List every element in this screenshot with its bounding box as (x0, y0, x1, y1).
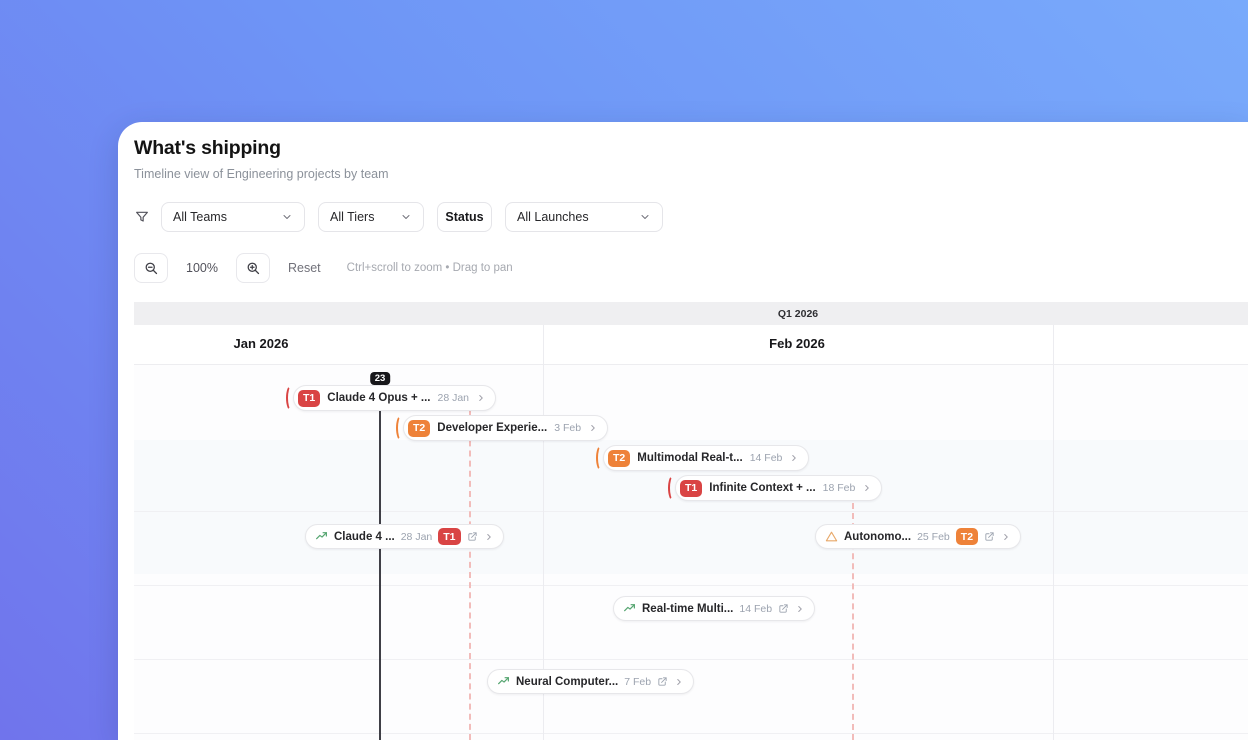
range-start-bracket (396, 415, 406, 441)
row-divider (134, 733, 1248, 734)
trend-up-icon (623, 602, 636, 615)
project-title: Developer Experie... (437, 422, 548, 434)
launch-milestone[interactable]: Autonomo... 25 Feb T2 (815, 524, 1022, 549)
month-gridline-mar (1053, 325, 1054, 740)
whats-shipping-panel: What's shipping Timeline view of Enginee… (118, 122, 1248, 740)
zoom-out-button[interactable] (134, 253, 168, 283)
status-filter-label: Status (445, 210, 484, 224)
launch-milestone[interactable]: Claude 4 ... 28 Jan T1 (305, 524, 504, 549)
warning-icon (825, 530, 838, 543)
chevron-right-icon (1001, 532, 1011, 542)
project-date: 14 Feb (749, 452, 783, 464)
external-link-icon (657, 676, 668, 687)
tier-badge: T1 (438, 528, 461, 545)
chevron-right-icon (588, 423, 598, 433)
project-date: 28 Jan (437, 392, 470, 404)
page-title: What's shipping (134, 137, 281, 159)
external-link-icon (984, 531, 995, 542)
month-gridline-feb (543, 325, 544, 740)
project-bar[interactable]: T2 Multimodal Real-t... 14 Feb (603, 445, 810, 471)
row-divider (134, 511, 1248, 512)
tiers-filter-value: All Tiers (330, 210, 375, 224)
page-subtitle: Timeline view of Engineering projects by… (134, 167, 389, 181)
teams-filter-value: All Teams (173, 210, 227, 224)
chevron-right-icon (862, 483, 872, 493)
trend-up-icon (497, 675, 510, 688)
milestone-date: 25 Feb (917, 530, 950, 543)
tier-badge: T1 (298, 389, 321, 407)
zoom-level-value: 100% (186, 261, 218, 275)
funnel-icon (134, 209, 150, 225)
deadline-guide-line (852, 503, 854, 740)
chevron-right-icon (789, 453, 799, 463)
quarter-header-band: Q1 2026 (134, 302, 1248, 325)
milestone-title: Neural Computer... (516, 675, 619, 688)
today-marker-badge: 23 (370, 372, 390, 386)
chevron-right-icon (795, 604, 805, 614)
project-bar[interactable]: T2 Developer Experie... 3 Feb (403, 415, 609, 441)
month-label-jan: Jan 2026 (233, 336, 289, 351)
zoom-in-icon (246, 261, 261, 276)
milestone-title: Claude 4 ... (334, 530, 395, 543)
project-bar[interactable]: T1 Claude 4 Opus + ... 28 Jan (293, 385, 497, 411)
project-date: 3 Feb (554, 422, 582, 434)
milestone-title: Real-time Multi... (642, 602, 734, 615)
status-filter-button[interactable]: Status (437, 202, 492, 232)
tiers-filter-dropdown[interactable]: All Tiers (318, 202, 424, 232)
deadline-guide-line (469, 410, 471, 740)
month-label-feb: Feb 2026 (769, 336, 825, 351)
tier-badge: T1 (680, 479, 703, 497)
filter-bar: All Teams All Tiers Status All Launches (134, 202, 676, 232)
chevron-right-icon (484, 532, 494, 542)
milestone-date: 28 Jan (400, 530, 433, 543)
range-start-bracket (596, 445, 606, 471)
teams-filter-dropdown[interactable]: All Teams (161, 202, 305, 232)
chevron-right-icon (674, 677, 684, 687)
project-title: Multimodal Real-t... (637, 452, 743, 464)
reset-zoom-button[interactable]: Reset (288, 261, 321, 275)
chevron-down-icon (281, 211, 293, 223)
tier-badge: T2 (408, 419, 431, 437)
today-marker-line (379, 372, 381, 740)
milestone-date: 14 Feb (739, 602, 773, 615)
trend-up-icon (315, 530, 328, 543)
project-title: Infinite Context + ... (709, 482, 816, 494)
project-bar[interactable]: T1 Infinite Context + ... 18 Feb (675, 475, 883, 501)
launches-filter-dropdown[interactable]: All Launches (505, 202, 663, 232)
external-link-icon (467, 531, 478, 542)
launch-milestone[interactable]: Real-time Multi... 14 Feb (613, 596, 816, 621)
chevron-down-icon (400, 211, 412, 223)
launch-milestone[interactable]: Neural Computer... 7 Feb (487, 669, 695, 694)
quarter-label: Q1 2026 (777, 308, 819, 320)
range-start-bracket (286, 385, 296, 411)
zoom-toolbar: 100% Reset Ctrl+scroll to zoom • Drag to… (134, 253, 513, 283)
milestone-date: 7 Feb (624, 675, 652, 688)
external-link-icon (778, 603, 789, 614)
chevron-right-icon (476, 393, 486, 403)
launches-filter-value: All Launches (517, 210, 589, 224)
timeline-canvas[interactable]: Q1 2026 Jan 2026 Feb 2026 23 T1 Claude 4… (134, 302, 1248, 740)
tier-badge: T2 (955, 528, 979, 545)
row-divider (134, 585, 1248, 586)
zoom-out-icon (144, 261, 159, 276)
project-title: Claude 4 Opus + ... (327, 392, 431, 404)
row-divider (134, 659, 1248, 660)
zoom-pan-hint: Ctrl+scroll to zoom • Drag to pan (346, 262, 513, 274)
milestone-title: Autonomo... (844, 530, 912, 543)
tier-badge: T2 (608, 449, 631, 467)
chevron-down-icon (639, 211, 651, 223)
zoom-in-button[interactable] (236, 253, 270, 283)
range-start-bracket (668, 475, 678, 501)
month-header-row: Jan 2026 Feb 2026 (134, 325, 1248, 365)
project-date: 18 Feb (822, 482, 856, 494)
